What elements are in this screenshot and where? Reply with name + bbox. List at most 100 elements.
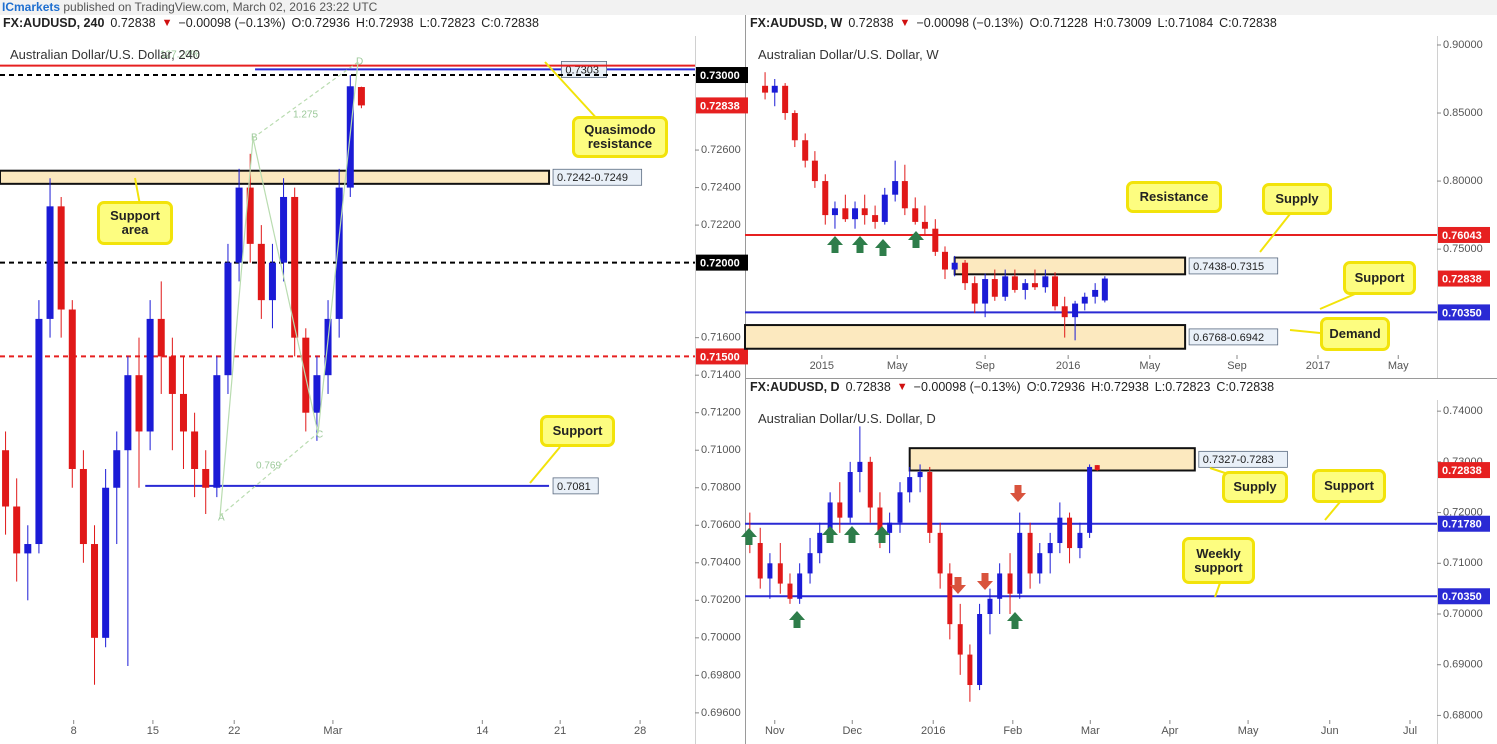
candle-body [13, 506, 21, 554]
open: O:0.72936 [1026, 380, 1086, 394]
x-tick-label: 8 [71, 725, 77, 737]
pattern-point: C [316, 430, 323, 441]
pattern-diagonal [219, 432, 319, 517]
price-label-box [696, 254, 748, 271]
x-tick-label: Feb [1003, 725, 1022, 737]
candle-body [857, 461, 863, 473]
candle-body [113, 450, 121, 488]
pattern-point: B [251, 133, 258, 144]
x-tick-label: Mar [323, 725, 342, 737]
candle-body [997, 573, 1003, 599]
candle-body [357, 87, 365, 106]
candle-body [762, 85, 769, 93]
candle-body [977, 614, 983, 686]
y-tick-label: 0.71000 [1443, 557, 1483, 569]
open: O:0.71228 [1029, 16, 1088, 30]
candle-body [57, 206, 65, 310]
low: L:0.72823 [419, 16, 476, 30]
harmonic-pattern [219, 61, 359, 517]
direction: ▼ [896, 381, 908, 393]
candle-body [35, 318, 43, 545]
candle-body [907, 477, 913, 493]
candle-body [912, 208, 919, 222]
price-label: 0.71780 [1442, 519, 1482, 531]
x-tick-label: 15 [147, 725, 159, 737]
x-tick-label: 14 [476, 725, 488, 737]
brand[interactable]: ICmarkets [2, 0, 61, 14]
symbol: FX:AUDUSD, D [750, 380, 840, 394]
candle-body [967, 654, 973, 686]
y-tick-label: 0.85000 [1443, 107, 1483, 119]
candle-body [962, 262, 969, 284]
candle-body [901, 181, 908, 209]
candle-body [777, 563, 783, 584]
y-tick-label: 0.70000 [701, 632, 741, 644]
y-tick-label: 0.68000 [1443, 709, 1483, 721]
high: H:0.72938 [1091, 380, 1149, 394]
candle-body [927, 472, 933, 533]
candle-body [157, 318, 165, 357]
callout: Supply [1262, 183, 1332, 215]
drawing-layer: 0.7242-0.7249 0.7303 0.7081 0.72600 0.72400 0… [0, 39, 1490, 737]
candle-body [822, 181, 829, 216]
candle-body [831, 208, 838, 216]
candle-body [246, 187, 254, 244]
arrow-up [822, 526, 838, 543]
candle-body [124, 375, 132, 451]
candle-body [1061, 306, 1068, 318]
candle-body [877, 507, 883, 533]
callout: Support area [97, 201, 173, 245]
arrow-up [827, 236, 843, 253]
callout: Weekly support [1182, 537, 1255, 584]
last-price: 0.72838 [110, 16, 156, 30]
candle-body [257, 243, 265, 301]
candle-body [1101, 278, 1108, 301]
x-tick-label: 2017 [1306, 360, 1330, 372]
publish-line: ICmarkets published on TradingView.com, … [2, 0, 377, 14]
zone [953, 256, 1187, 276]
candle-body [1052, 276, 1059, 307]
callout: Support [540, 415, 615, 447]
pattern-legs [219, 61, 359, 517]
y-tick-label: 0.72200 [701, 219, 741, 231]
high: H:0.72938 [355, 16, 414, 30]
callout-pointer [529, 446, 561, 484]
y-tick-label: 0.90000 [1443, 39, 1483, 51]
y-tick-label: 0.69600 [701, 707, 741, 719]
candle-body [235, 187, 243, 263]
level-label-box [552, 477, 599, 495]
candle-body [168, 356, 176, 394]
price-label: 0.70350 [1442, 307, 1482, 319]
candle-body [827, 502, 833, 533]
y-tick-label: 0.69000 [1443, 659, 1483, 671]
x-tick-label: May [1388, 360, 1409, 372]
chart-title: Australian Dollar/U.S. Dollar, D [758, 411, 936, 426]
direction: ▼ [899, 17, 911, 29]
candle-body [179, 393, 187, 432]
last-price: 0.72838 [848, 16, 894, 30]
arrow-up [789, 611, 805, 628]
x-tick-label: Jul [1403, 725, 1417, 737]
callout-pointer [1319, 293, 1356, 310]
y-tick-label: 0.72400 [701, 181, 741, 193]
x-tick-label: Jun [1321, 725, 1339, 737]
candle-body [847, 472, 853, 518]
candle-body [291, 196, 299, 338]
price-label-box [696, 97, 748, 114]
x-tick-label: 22 [228, 725, 240, 737]
price-label-box [1438, 226, 1490, 243]
price-label: 0.72838 [1442, 273, 1482, 285]
x-tick-label: May [1238, 725, 1259, 737]
candle-body [791, 113, 798, 141]
arrow-up [1007, 612, 1023, 629]
candle-body [1042, 276, 1049, 288]
pattern-extension: 127.20% [160, 50, 200, 61]
candle-body [1067, 517, 1073, 549]
y-tick-label: 0.80000 [1443, 175, 1483, 187]
candle-body [202, 468, 210, 488]
zone-label-box [1188, 257, 1279, 275]
arrow-up [908, 231, 924, 248]
zone [908, 447, 1196, 472]
low: L:0.71084 [1157, 16, 1214, 30]
candle-body [79, 468, 87, 545]
